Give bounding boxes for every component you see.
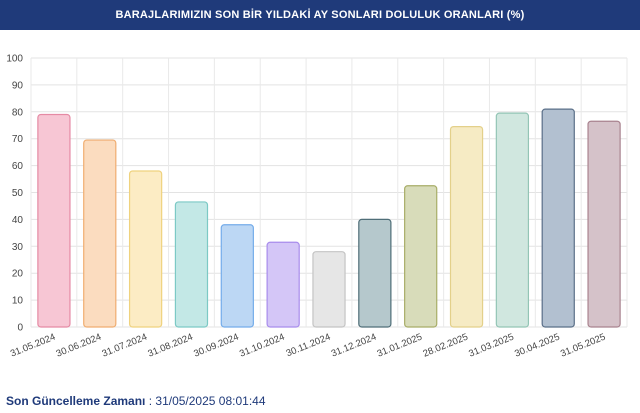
bar[interactable] <box>128 170 163 328</box>
y-tick-label: 100 <box>6 54 23 65</box>
bar-chart: 0 10 20 30 40 50 60 70 80 90 100 31.05.202430.06.2… <box>6 54 628 360</box>
x-tick-label: 31.10.2024 <box>238 332 286 360</box>
y-tick-label: 80 <box>12 107 24 118</box>
bar[interactable] <box>541 108 575 328</box>
y-tick-label: 10 <box>12 296 24 307</box>
y-tick-label: 60 <box>12 161 24 172</box>
y-tick-label: 0 <box>17 323 23 334</box>
x-tick-label: 31.08.2024 <box>146 332 194 360</box>
x-tick-label: 31.05.2024 <box>9 332 57 360</box>
bar[interactable] <box>220 224 254 328</box>
x-tick-label: 30.11.2024 <box>285 332 333 360</box>
bars <box>37 108 621 328</box>
last-updated-separator: : <box>145 394 156 408</box>
bar[interactable] <box>174 201 209 328</box>
x-tick-label: 31.12.2024 <box>330 332 378 360</box>
bar[interactable] <box>266 241 300 328</box>
bar[interactable] <box>495 112 530 328</box>
bar[interactable] <box>358 218 392 328</box>
x-tick-label: 30.09.2024 <box>192 332 240 360</box>
x-axis-ticks: 31.05.202430.06.202431.07.202431.08.2024… <box>9 332 607 360</box>
x-tick-label: 31.03.2025 <box>467 332 515 360</box>
y-axis-ticks: 0 10 20 30 40 50 60 70 80 90 100 <box>6 54 23 334</box>
x-tick-label: 30.04.2025 <box>513 332 561 360</box>
bar[interactable] <box>37 113 71 328</box>
chart-title: BARAJLARIMIZIN SON BİR YILDAKİ AY SONLAR… <box>115 9 525 21</box>
bar[interactable] <box>404 185 438 328</box>
y-tick-label: 90 <box>12 80 24 91</box>
x-tick-label: 31.05.2025 <box>559 332 607 360</box>
chart-title-bar: BARAJLARIMIZIN SON BİR YILDAKİ AY SONLAR… <box>0 0 640 30</box>
x-tick-label: 31.01.2025 <box>376 332 424 360</box>
x-tick-label: 30.06.2024 <box>55 332 103 360</box>
y-tick-label: 40 <box>12 215 24 226</box>
bar[interactable] <box>449 125 484 328</box>
y-tick-label: 20 <box>12 269 24 280</box>
y-tick-label: 30 <box>12 242 24 253</box>
last-updated-label: Son Güncelleme Zamanı <box>6 394 146 408</box>
last-updated: Son Güncelleme Zamanı : 31/05/2025 08:01… <box>6 394 266 408</box>
bar[interactable] <box>312 251 346 328</box>
y-tick-label: 70 <box>12 134 24 145</box>
last-updated-value: 31/05/2025 08:01:44 <box>155 394 266 408</box>
bar[interactable] <box>587 120 621 328</box>
x-tick-label: 31.07.2024 <box>101 332 149 360</box>
bar[interactable] <box>83 139 117 328</box>
y-tick-label: 50 <box>12 188 24 199</box>
chart-area: 0 10 20 30 40 50 60 70 80 90 100 31.05.2024 30.06.2… <box>0 48 640 378</box>
x-tick-label: 28.02.2025 <box>421 332 469 360</box>
